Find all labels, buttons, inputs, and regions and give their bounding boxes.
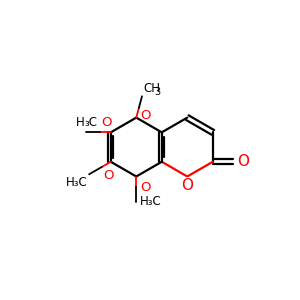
- Text: H₃C: H₃C: [66, 176, 88, 189]
- Text: O: O: [237, 154, 249, 169]
- Text: O: O: [181, 178, 193, 193]
- Text: O: O: [140, 110, 151, 122]
- Text: H: H: [76, 116, 84, 128]
- Text: H₃C: H₃C: [140, 195, 162, 208]
- Text: 3: 3: [154, 87, 160, 97]
- Text: CH: CH: [143, 82, 161, 95]
- Text: O: O: [103, 169, 114, 182]
- Text: ₃C: ₃C: [84, 116, 97, 128]
- Text: O: O: [140, 181, 150, 194]
- Text: O: O: [102, 116, 112, 128]
